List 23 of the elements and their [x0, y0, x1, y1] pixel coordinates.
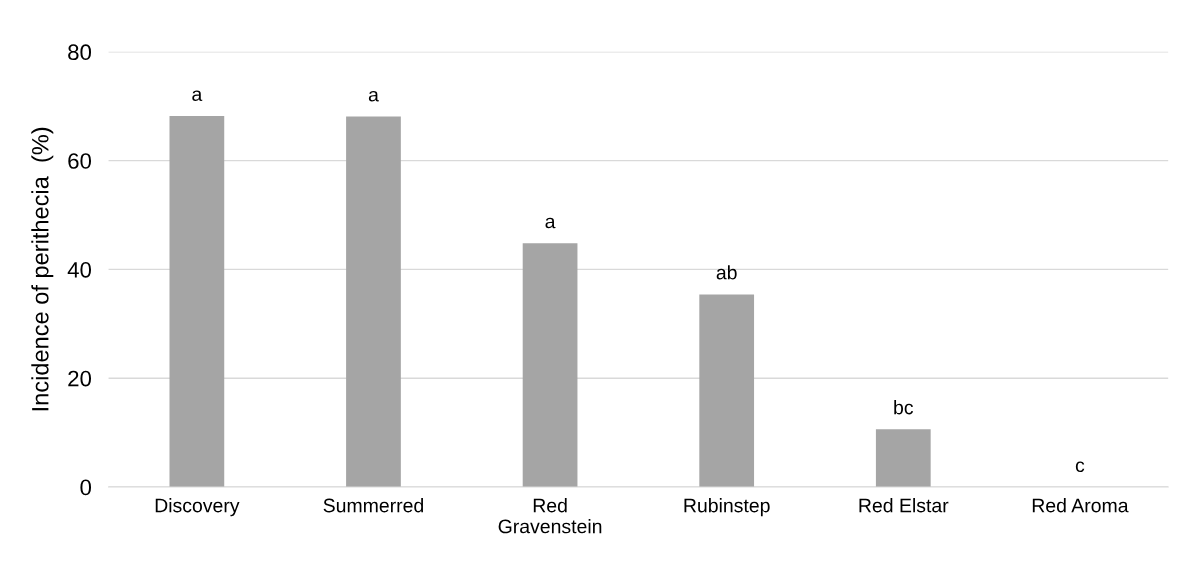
annotation: a: [192, 90, 203, 102]
y-tick-label: 80: [68, 44, 92, 61]
annotation: bc: [894, 400, 914, 415]
x-tick-label: Red Gravenstein: [498, 498, 602, 534]
annotation: ab: [716, 265, 737, 280]
y-tick-label: 20: [68, 370, 92, 387]
y-axis-title: Incidence of perithecia (%): [31, 127, 54, 411]
x-tick-label: Rubinstep: [684, 498, 770, 517]
y-tick-label: 40: [67, 261, 92, 278]
x-tick-label: Summerred: [323, 498, 424, 513]
annotation: a: [545, 217, 556, 229]
annotation: a: [368, 90, 379, 102]
bar: [169, 115, 225, 487]
annotation: c: [1075, 461, 1085, 473]
y-tick-label: 60: [68, 153, 92, 169]
bar: [875, 429, 931, 487]
x-tick-label: Red Elstar: [859, 498, 949, 513]
bar: [346, 116, 401, 487]
bar: [699, 294, 755, 487]
x-tick-label: Discovery: [155, 498, 240, 517]
bar: [522, 243, 578, 487]
x-tick-label: Red Aroma: [1032, 498, 1129, 513]
y-tick-label: 0: [80, 479, 92, 496]
